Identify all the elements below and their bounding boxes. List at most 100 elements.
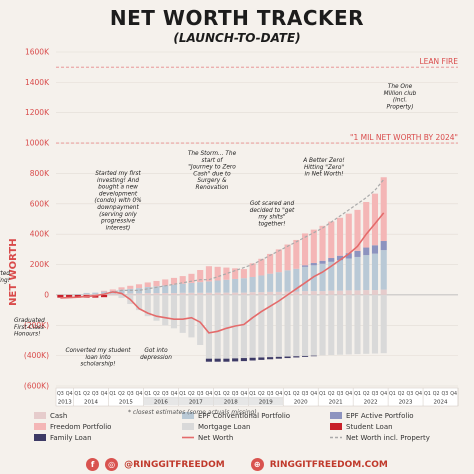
bar-segment bbox=[74, 294, 81, 295]
bar-segment bbox=[232, 268, 239, 279]
bar-segment bbox=[179, 276, 186, 284]
bar-segment bbox=[354, 294, 361, 355]
bar-segment bbox=[275, 356, 282, 359]
bar-segment bbox=[162, 279, 169, 286]
x-tick-year: 2017 bbox=[189, 400, 203, 406]
bar-segment bbox=[179, 294, 186, 333]
bar-segment bbox=[170, 294, 178, 329]
y-tick-label: 1600K bbox=[25, 48, 50, 57]
bar-segment bbox=[188, 294, 195, 338]
x-tick-quarter: Q3 bbox=[92, 391, 99, 397]
x-tick-quarter: Q2 bbox=[188, 391, 195, 397]
bar-segment bbox=[205, 292, 212, 295]
bar-segment bbox=[354, 209, 361, 251]
bar-segment bbox=[293, 294, 300, 357]
x-tick-quarter: Q2 bbox=[258, 391, 265, 397]
y-tick-label: 1000K bbox=[25, 139, 50, 148]
bar-segment bbox=[197, 270, 204, 283]
bar-segment bbox=[170, 277, 178, 285]
legend-label: Freedom Portfolio bbox=[50, 423, 111, 431]
reference-line-label: "1 MIL NET WORTH BY 2024" bbox=[350, 133, 458, 142]
bar-segment bbox=[328, 221, 335, 259]
bar-segment bbox=[101, 294, 108, 298]
bar-segment bbox=[328, 261, 335, 291]
bar-segment bbox=[328, 294, 335, 356]
bar-segment bbox=[267, 253, 274, 274]
bar-segment bbox=[336, 290, 344, 295]
globe-icon[interactable]: ⊕ bbox=[250, 458, 264, 471]
bar-segment bbox=[205, 281, 212, 293]
bar-segment bbox=[258, 292, 265, 295]
x-tick-quarter: Q3 bbox=[197, 391, 204, 397]
x-tick-quarter: Q2 bbox=[433, 391, 440, 397]
bar-segment bbox=[293, 268, 300, 292]
x-tick-quarter: Q4 bbox=[136, 391, 143, 397]
legend-swatch bbox=[34, 434, 46, 441]
x-tick-quarter: Q2 bbox=[153, 391, 160, 397]
bar-segment bbox=[371, 294, 379, 354]
bar-segment bbox=[284, 294, 291, 357]
annotation: Converted my student loan into scholarship… bbox=[65, 348, 131, 368]
annotation: A Better Zero! Hitting "Zero" in Net Worth… bbox=[302, 158, 344, 178]
estimate-year-band bbox=[143, 397, 179, 405]
bar-segment bbox=[310, 265, 317, 292]
net-worth-chart: (600K) (400K) (200K) 0 200K 400K 600K 800K 1000K… bbox=[0, 48, 459, 442]
bar-segment bbox=[258, 357, 265, 360]
bar-segment bbox=[275, 294, 282, 357]
estimate-footnote: * closest estimates (some actuals missin… bbox=[128, 409, 257, 416]
x-tick-quarter: Q1 bbox=[354, 391, 361, 397]
footer: f ◎ @RINGGITFREEDOM ⊕ RINGGITFREEDOM.COM bbox=[0, 455, 474, 474]
x-tick-quarter: Q3 bbox=[302, 391, 309, 397]
bar-segment bbox=[293, 356, 300, 358]
bar-segment bbox=[205, 358, 212, 362]
legend-swatch bbox=[34, 412, 46, 419]
x-tick-year: 2024 bbox=[434, 400, 448, 406]
bar-segment bbox=[153, 280, 160, 287]
bar-segment bbox=[275, 272, 282, 292]
bar-segment bbox=[319, 260, 326, 264]
bar-segment bbox=[302, 291, 309, 295]
x-tick-year: 2018 bbox=[224, 400, 238, 406]
x-tick-quarter: Q1 bbox=[214, 391, 221, 397]
bar-segment bbox=[223, 294, 230, 359]
legend-label: Family Loan bbox=[50, 434, 92, 442]
bar-segment bbox=[153, 286, 160, 294]
social-handle[interactable]: @RINGGITFREEDOM bbox=[124, 459, 225, 470]
x-tick-quarter: Q4 bbox=[310, 391, 317, 397]
annotation: Startedworking! bbox=[0, 271, 10, 284]
estimate-year-band bbox=[178, 397, 214, 405]
bar-segment bbox=[345, 290, 352, 295]
bar-segment bbox=[188, 292, 195, 295]
bar-segment bbox=[197, 292, 204, 295]
bar-segment bbox=[101, 291, 108, 294]
bar-segment bbox=[162, 293, 169, 295]
chart-title: NET WORTH TRACKER bbox=[109, 6, 365, 30]
x-tick-year: 2019 bbox=[259, 400, 273, 406]
legend-label: Net Worth incl. Property bbox=[346, 434, 430, 442]
bar-segment bbox=[214, 292, 221, 295]
bar-segment bbox=[127, 285, 134, 289]
x-tick-quarter: Q1 bbox=[319, 391, 326, 397]
bar-segment bbox=[223, 358, 230, 362]
instagram-icon[interactable]: ◎ bbox=[105, 458, 119, 471]
facebook-icon[interactable]: f bbox=[86, 458, 100, 471]
x-tick-quarter: Q4 bbox=[66, 391, 73, 397]
bar-segment bbox=[249, 263, 256, 277]
x-tick-quarter: Q3 bbox=[372, 391, 379, 397]
bar-segment bbox=[258, 294, 265, 358]
bar-segment bbox=[214, 266, 221, 281]
annotation: Got into depression bbox=[140, 348, 172, 361]
bar-segment bbox=[310, 229, 317, 264]
bar-segment bbox=[232, 358, 239, 362]
website-link[interactable]: RINGGITFREEDOM.COM bbox=[269, 459, 388, 470]
y-tick-label: (600K) bbox=[24, 382, 49, 391]
bar-segment bbox=[258, 275, 265, 293]
bar-segment bbox=[275, 249, 282, 273]
bar-segment bbox=[92, 294, 99, 295]
x-tick-quarter: Q2 bbox=[398, 391, 405, 397]
y-tick-label: 200K bbox=[30, 260, 50, 269]
annotation: The Storm... The start of "Journey to Zero… bbox=[188, 151, 237, 191]
x-tick-quarter: Q1 bbox=[249, 391, 256, 397]
bar-segment bbox=[354, 250, 361, 257]
bar-segment bbox=[363, 290, 370, 295]
